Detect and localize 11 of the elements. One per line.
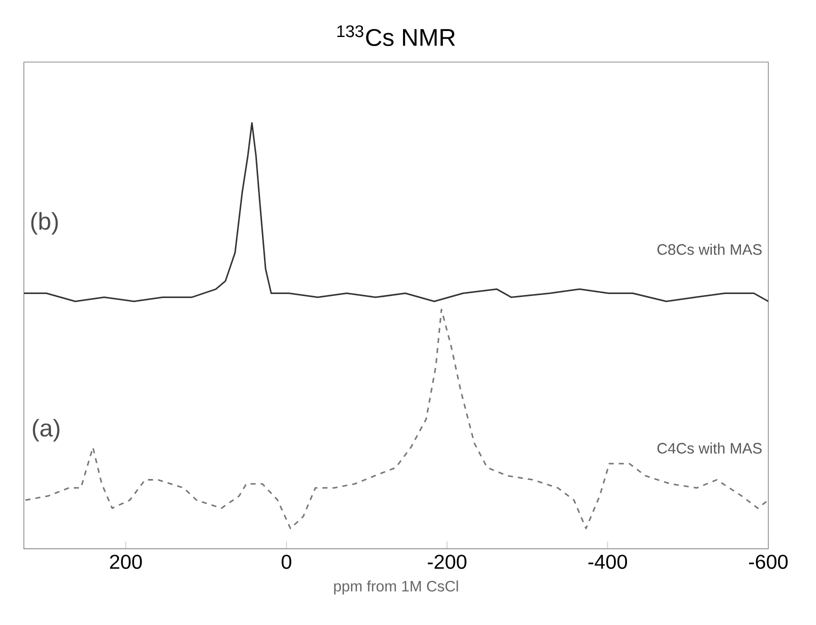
chart-title: $^{133}$Cs NMR (337, 25, 455, 46)
x-tick-label: 200 (110, 554, 142, 569)
series-label: C4Cs with MAS (657, 442, 762, 454)
x-tick-label: 0 (282, 554, 292, 569)
annotation: (a) (32, 418, 60, 442)
x-axis-title: ppm from 1M CsCl (334, 580, 458, 594)
x-tick-label: -600 (749, 554, 788, 569)
x-tick-label: -200 (428, 554, 466, 569)
annotation: (b) (31, 212, 58, 235)
x-tick-label: -400 (588, 554, 628, 569)
text: C8Cs with MAS (657, 244, 762, 255)
